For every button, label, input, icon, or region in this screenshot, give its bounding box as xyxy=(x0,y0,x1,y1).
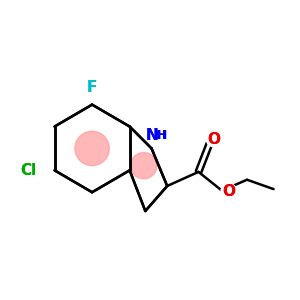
Circle shape xyxy=(130,152,157,179)
Circle shape xyxy=(221,184,237,199)
Text: Cl: Cl xyxy=(20,163,36,178)
Text: F: F xyxy=(87,80,97,95)
Text: N: N xyxy=(145,128,158,143)
Text: H: H xyxy=(156,129,166,142)
Circle shape xyxy=(20,163,36,178)
Circle shape xyxy=(148,128,164,143)
Text: H: H xyxy=(157,129,168,142)
Text: O: O xyxy=(208,131,220,146)
Circle shape xyxy=(75,131,109,166)
Text: O: O xyxy=(222,184,235,199)
Text: Cl: Cl xyxy=(20,163,36,178)
Circle shape xyxy=(206,131,222,147)
Circle shape xyxy=(84,80,100,95)
Text: N: N xyxy=(145,128,158,143)
Text: O: O xyxy=(222,184,235,199)
Text: O: O xyxy=(208,131,220,146)
Text: F: F xyxy=(87,80,97,95)
